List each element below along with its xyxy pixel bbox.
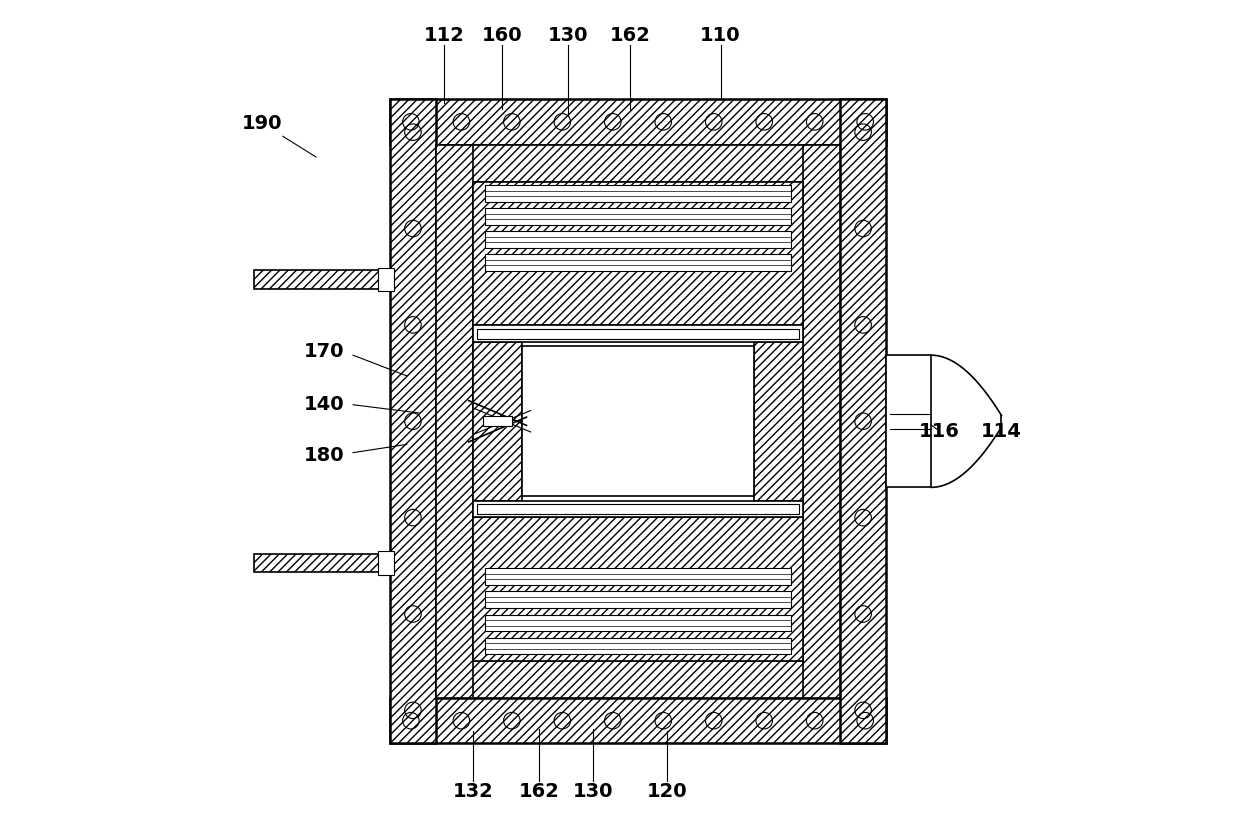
Bar — [390, 698, 886, 743]
Bar — [390, 99, 435, 743]
Text: 140: 140 — [303, 395, 344, 415]
Bar — [472, 342, 522, 501]
Text: 180: 180 — [303, 446, 344, 466]
Bar — [485, 254, 791, 271]
Bar — [484, 416, 512, 426]
Bar — [485, 185, 791, 202]
Text: 132: 132 — [452, 781, 493, 801]
Bar — [485, 591, 791, 608]
Bar — [472, 501, 803, 517]
Bar — [435, 145, 472, 698]
Text: 116: 116 — [919, 421, 960, 441]
Bar — [390, 99, 886, 145]
Text: 190: 190 — [242, 114, 282, 134]
Bar — [254, 270, 390, 288]
Text: 114: 114 — [981, 421, 1022, 441]
Text: 162: 162 — [518, 781, 559, 801]
Text: 162: 162 — [609, 26, 650, 45]
Bar — [485, 231, 791, 248]
Bar — [472, 517, 803, 661]
Bar — [485, 568, 791, 585]
Bar — [477, 329, 799, 339]
Bar — [803, 145, 840, 698]
Bar — [435, 661, 840, 698]
Bar — [485, 638, 791, 654]
Bar — [378, 552, 394, 575]
Bar — [753, 342, 803, 501]
Bar — [886, 355, 931, 487]
Bar — [472, 182, 803, 325]
Bar — [477, 504, 799, 514]
Text: 170: 170 — [303, 341, 344, 361]
Text: 130: 130 — [572, 781, 613, 801]
Text: 112: 112 — [424, 26, 465, 45]
Text: 160: 160 — [481, 26, 522, 45]
Bar — [472, 325, 803, 342]
Bar — [485, 208, 791, 225]
Text: 110: 110 — [700, 26, 741, 45]
Bar — [435, 145, 840, 182]
Bar — [840, 99, 886, 743]
Text: 130: 130 — [548, 26, 588, 45]
Bar — [522, 346, 753, 496]
Bar — [485, 615, 791, 631]
Bar — [254, 554, 390, 572]
Text: 120: 120 — [646, 781, 687, 801]
Bar — [378, 268, 394, 291]
